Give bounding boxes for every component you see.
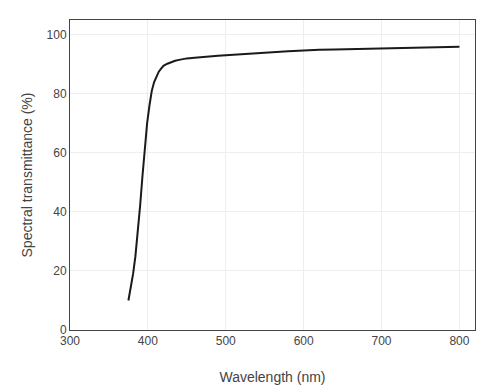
svg-text:0: 0 [60, 323, 67, 337]
svg-text:Spectral transmittance (%): Spectral transmittance (%) [19, 93, 35, 258]
svg-text:500: 500 [216, 334, 236, 348]
svg-text:100: 100 [47, 28, 67, 42]
svg-text:40: 40 [53, 205, 67, 219]
svg-text:800: 800 [449, 334, 469, 348]
svg-text:Wavelength (nm): Wavelength (nm) [219, 369, 325, 385]
svg-text:60: 60 [53, 146, 67, 160]
svg-text:300: 300 [60, 334, 80, 348]
svg-text:700: 700 [372, 334, 392, 348]
svg-text:20: 20 [53, 264, 67, 278]
svg-text:600: 600 [294, 334, 314, 348]
svg-text:400: 400 [138, 334, 158, 348]
svg-text:80: 80 [53, 87, 67, 101]
